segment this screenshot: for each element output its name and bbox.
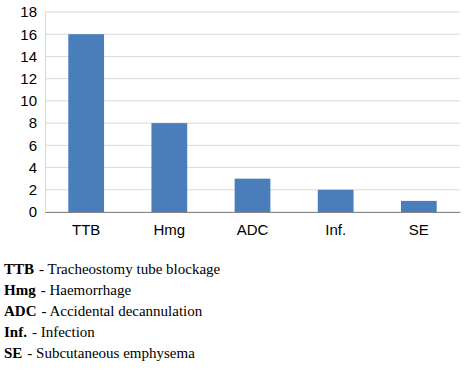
- y-tick: 4: [29, 159, 45, 176]
- abbreviation-key: TTB - Tracheostomy tube blockageHmg - Haem…: [4, 261, 221, 361]
- annotation-text: - Accidental decannulation: [42, 303, 203, 319]
- y-tick: 0: [29, 203, 45, 220]
- y-tick: 10: [20, 92, 45, 109]
- y-tick-label: 12: [20, 70, 37, 87]
- y-tick: 12: [20, 70, 45, 87]
- annotation: Inf. - Infection: [4, 324, 95, 340]
- annotation-term: TTB: [4, 261, 34, 277]
- y-tick-label: 6: [29, 137, 37, 154]
- x-tick: SE: [409, 221, 429, 238]
- annotation-term: ADC: [4, 303, 37, 319]
- y-tick-label: 8: [29, 114, 37, 131]
- annotation-text: - Haemorrhage: [41, 282, 132, 298]
- grid-line: [45, 34, 460, 35]
- bars: [68, 34, 436, 212]
- grid-line: [45, 56, 460, 57]
- x-tick: TTB: [72, 221, 100, 238]
- x-tick-label: Inf.: [325, 221, 346, 238]
- y-axis-line: [45, 13, 46, 213]
- bar: [68, 34, 104, 212]
- grid-line: [45, 100, 460, 101]
- y-tick: 18: [20, 3, 45, 20]
- y-tick: 6: [29, 137, 45, 154]
- annotation-term: Inf.: [4, 324, 27, 340]
- x-tick-label: ADC: [237, 221, 269, 238]
- annotation-term: Hmg: [4, 282, 36, 298]
- x-tick-label: SE: [409, 221, 429, 238]
- bar: [318, 190, 354, 212]
- annotation-text: - Infection: [32, 324, 95, 340]
- annotation-text: - Subcutaneous emphysema: [27, 345, 195, 361]
- y-tick-label: 0: [29, 203, 37, 220]
- y-tick-label: 4: [29, 159, 37, 176]
- grid-line: [45, 145, 460, 146]
- y-tick-label: 10: [20, 92, 37, 109]
- x-axis: TTB Hmg ADC Inf. SE: [46, 213, 461, 238]
- bar: [151, 123, 187, 212]
- y-tick-label: 14: [20, 48, 37, 65]
- x-tick: ADC: [237, 221, 269, 238]
- grid-line: [45, 12, 460, 13]
- x-axis-line: [46, 212, 461, 213]
- grid-line: [45, 78, 460, 79]
- annotation-text: - Tracheostomy tube blockage: [39, 261, 221, 277]
- background: [0, 0, 474, 370]
- annotation: ADC - Accidental decannulation: [4, 303, 203, 319]
- y-tick: 2: [29, 181, 45, 198]
- y-tick-label: 2: [29, 181, 37, 198]
- y-tick: 8: [29, 114, 45, 131]
- annotation: TTB - Tracheostomy tube blockage: [4, 261, 221, 277]
- grid-line: [45, 167, 460, 168]
- grid: [45, 12, 460, 212]
- y-tick: 16: [20, 26, 45, 43]
- bar: [235, 179, 271, 212]
- annotation-term: SE: [4, 345, 22, 361]
- annotation: Hmg - Haemorrhage: [4, 282, 131, 298]
- y-tick: 14: [20, 48, 45, 65]
- x-tick: Hmg: [153, 221, 185, 238]
- bar: [401, 201, 437, 212]
- y-tick-label: 16: [20, 26, 37, 43]
- annotation: SE - Subcutaneous emphysema: [4, 345, 195, 361]
- y-axis: 0 2 4 6 8 10 12 14 16 18: [20, 3, 45, 220]
- chart: 0 2 4 6 8 10 12 14 16 18 TTB Hmg ADC Inf. SE TTB - Trach…: [0, 0, 474, 370]
- x-tick-label: Hmg: [153, 221, 185, 238]
- x-tick-label: TTB: [72, 221, 100, 238]
- grid-line: [45, 123, 460, 124]
- y-tick-label: 18: [20, 3, 37, 20]
- x-tick: Inf.: [325, 221, 346, 238]
